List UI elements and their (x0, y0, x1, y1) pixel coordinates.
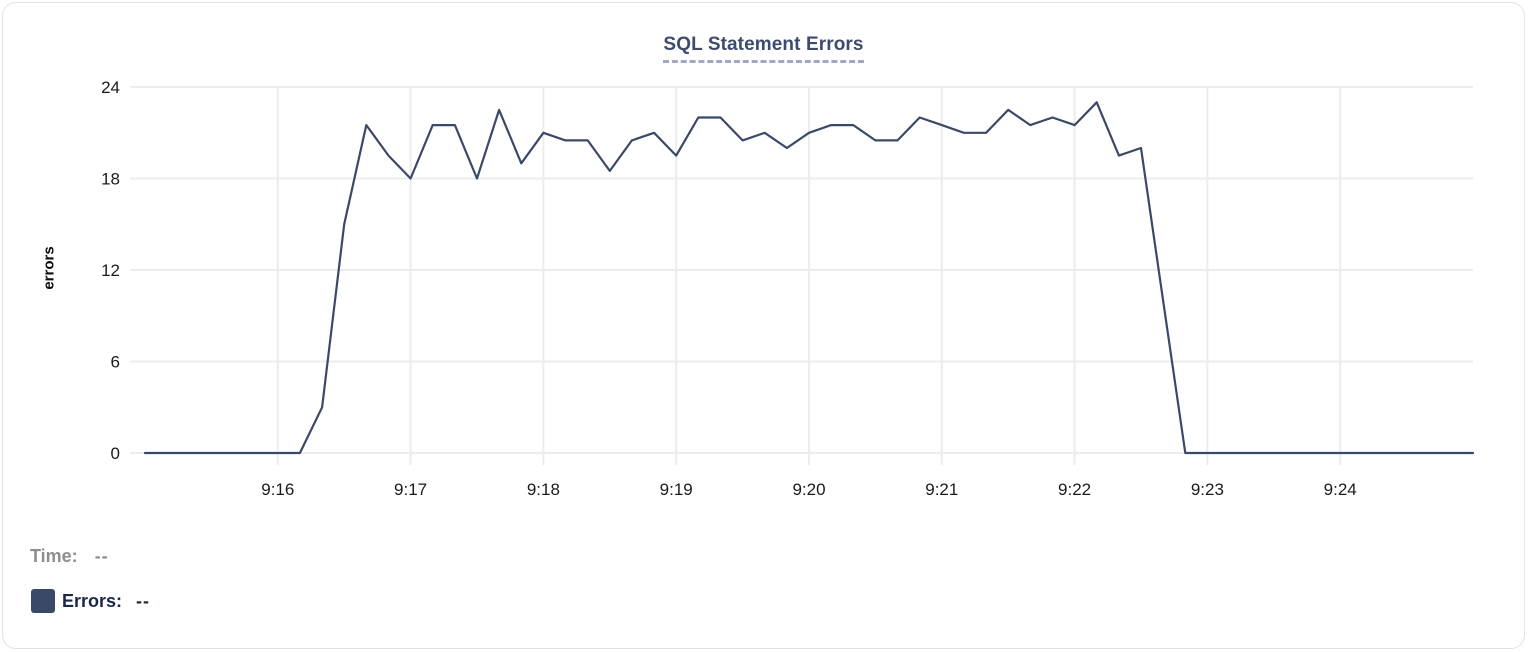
line-chart-plot-area[interactable]: 0 6 12 18 24 9:16 9:17 9:18 9:19 9:20 9:21 9:22 9:23… (3, 3, 1525, 515)
x-tick-label: 9:16 (261, 480, 294, 499)
x-tick-label: 9:19 (660, 480, 693, 499)
x-tick-label: 9:18 (527, 480, 560, 499)
x-tick-label: 9:20 (792, 480, 825, 499)
time-label: Time: (30, 546, 78, 566)
x-tick-label: 9:21 (925, 480, 958, 499)
legend-swatch (31, 589, 55, 613)
x-tick-label: 9:17 (394, 480, 427, 499)
time-value: -- (94, 546, 109, 566)
y-tick-label: 24 (101, 78, 120, 97)
hover-readout-errors: Errors: -- (31, 589, 150, 613)
errors-label: Errors: (62, 590, 123, 611)
errors-series-line (143, 101, 1475, 455)
chart-header: SQL Statement Errors (3, 34, 1524, 63)
y-tick-label: 12 (101, 261, 120, 280)
hover-readout-time: Time: -- (30, 546, 109, 567)
x-tick-label: 9:23 (1191, 480, 1224, 499)
x-tick-label: 9:24 (1324, 480, 1357, 499)
chart-title[interactable]: SQL Statement Errors (663, 34, 864, 63)
y-tick-label: 18 (101, 170, 120, 189)
errors-value: -- (136, 590, 151, 611)
y-tick-label: 6 (111, 353, 120, 372)
x-tick-label: 9:22 (1058, 480, 1091, 499)
y-tick-label: 0 (111, 444, 120, 463)
